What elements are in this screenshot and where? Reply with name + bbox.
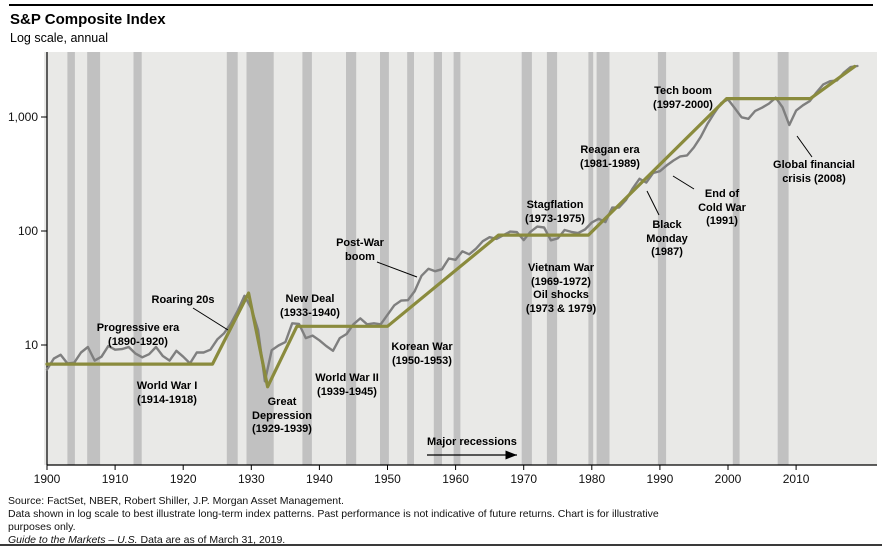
recession-band — [588, 52, 594, 465]
annotation-pointer-global-financial-crisis — [796, 135, 813, 158]
x-tick-label: 2000 — [715, 472, 742, 486]
annotation-pointer-end-of-cold-war — [672, 175, 695, 190]
footer: Source: FactSet, NBER, Robert Shiller, J… — [8, 495, 659, 546]
x-tick-label: 1900 — [34, 472, 61, 486]
bottom-divider — [0, 544, 882, 546]
recession-band — [657, 52, 667, 465]
recession-band — [302, 52, 312, 465]
top-divider — [9, 4, 873, 6]
recession-band — [67, 52, 75, 465]
footer-gtm-title: Guide to the Markets – U.S. — [8, 534, 138, 546]
footer-disclaimer-line-2: purposes only. — [8, 521, 76, 533]
trend-line — [45, 64, 857, 389]
y-tick-label: 10 — [25, 338, 39, 352]
footer-source-line: Source: FactSet, NBER, Robert Shiller, J… — [8, 495, 344, 507]
recession-band — [407, 52, 414, 465]
x-tick-label: 1950 — [374, 472, 401, 486]
recession-band — [246, 52, 274, 465]
x-tick-label: 1960 — [442, 472, 469, 486]
annotation-pointer-post-war-boom — [376, 261, 418, 278]
recession-band — [596, 52, 610, 465]
y-tick-label: 1,000 — [8, 110, 38, 124]
annotation-pointer-roaring-20s — [192, 307, 229, 331]
recession-band — [133, 52, 142, 465]
x-tick-label: 1980 — [578, 472, 605, 486]
annotation-pointer-black-monday — [646, 190, 660, 216]
recession-band — [521, 52, 532, 465]
recession-band — [87, 52, 101, 465]
chart-subtitle: Log scale, annual — [10, 31, 108, 45]
recession-band — [777, 52, 789, 465]
x-tick-label: 1920 — [170, 472, 197, 486]
x-tick-label: 1910 — [102, 472, 129, 486]
recession-band — [346, 52, 357, 465]
x-tick-label: 1990 — [647, 472, 674, 486]
x-tick-label: 1940 — [306, 472, 333, 486]
recession-band — [226, 52, 238, 465]
x-tick-label: 1970 — [510, 472, 537, 486]
x-tick-label: 1930 — [238, 472, 265, 486]
y-tick-label: 100 — [18, 224, 38, 238]
footer-disclaimer-line-1: Data shown in log scale to best illustra… — [8, 508, 659, 520]
recession-band — [546, 52, 558, 465]
chart-title: S&P Composite Index — [10, 11, 166, 28]
x-tick-label: 2010 — [783, 472, 810, 486]
footer-gtm-line: Guide to the Markets – U.S. Data are as … — [8, 534, 659, 546]
recession-band — [433, 52, 442, 465]
recession-band — [732, 52, 740, 465]
recession-band — [380, 52, 389, 465]
footer-asof-date: Data are as of March 31, 2019. — [137, 534, 286, 546]
